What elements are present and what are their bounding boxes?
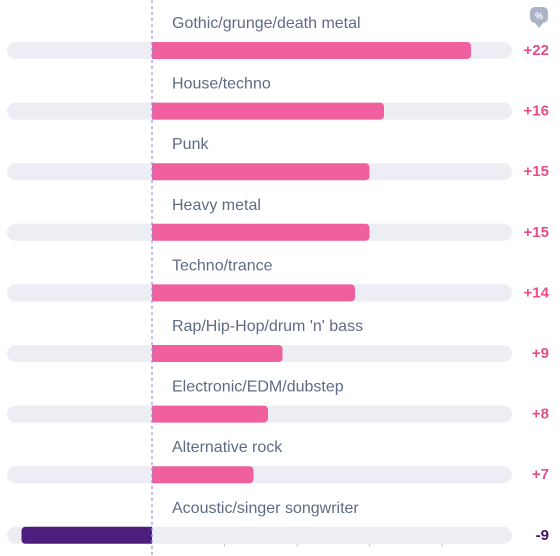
bar — [152, 284, 355, 302]
value-labels: +22 +16 +15 +15 +14 +9 +8 +7 -9 — [524, 42, 550, 544]
category-label: Heavy metal — [172, 197, 261, 214]
bar — [21, 526, 152, 544]
bar — [152, 405, 268, 423]
category-label: House/techno — [172, 76, 271, 93]
value-label: +9 — [532, 345, 549, 362]
unit-badge-shape — [530, 7, 548, 23]
bar — [152, 223, 370, 241]
category-label: Electronic/EDM/dubstep — [172, 379, 344, 396]
bar — [152, 102, 384, 120]
bar — [152, 42, 471, 59]
category-label: Techno/trance — [172, 257, 273, 274]
bars — [21, 42, 471, 544]
category-label: Rap/Hip-Hop/drum 'n' bass — [172, 318, 363, 335]
unit-label: % — [535, 11, 543, 21]
unit-badge-pointer — [535, 23, 543, 28]
value-label: +7 — [532, 466, 549, 483]
unit-badge: % — [530, 7, 548, 28]
category-label: Punk — [172, 136, 209, 153]
category-label: Gothic/grunge/death metal — [172, 15, 361, 32]
bar — [152, 163, 370, 181]
axis-ticks — [224, 543, 443, 547]
value-label: +15 — [524, 163, 549, 180]
value-label: +22 — [524, 42, 549, 59]
category-label: Alternative rock — [172, 439, 283, 456]
category-label: Acoustic/singer songwriter — [172, 500, 359, 517]
value-label: +16 — [524, 103, 549, 120]
bar — [152, 466, 254, 484]
value-label: +8 — [532, 406, 549, 423]
value-label: +15 — [524, 224, 549, 241]
value-label: -9 — [536, 527, 549, 544]
category-labels: Gothic/grunge/death metal House/techno Pun… — [172, 15, 363, 517]
bar-track — [7, 466, 512, 484]
value-label: +14 — [524, 284, 550, 301]
bar — [152, 345, 283, 362]
